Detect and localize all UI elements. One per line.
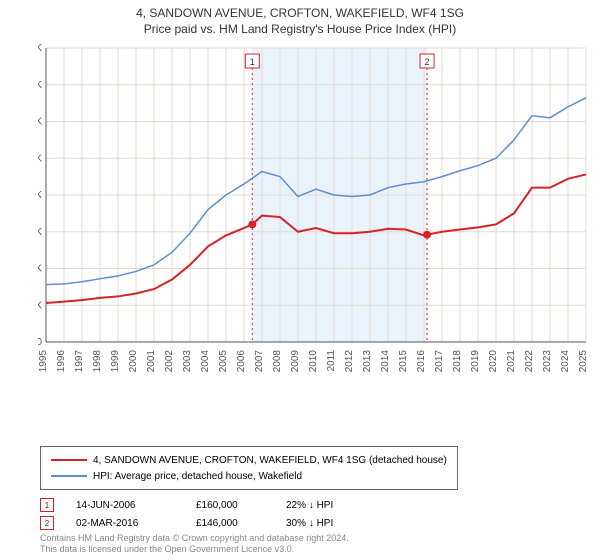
x-tick-label: 1999: [110, 350, 121, 373]
x-tick-label: 2004: [200, 350, 211, 373]
x-tick-label: 2016: [416, 350, 427, 373]
legend-swatch: [51, 459, 87, 461]
sale-diff: 30% ↓ HPI: [286, 518, 376, 529]
sale-price: £160,000: [196, 500, 286, 511]
x-tick-label: 2006: [236, 350, 247, 373]
x-tick-label: 2018: [452, 350, 463, 373]
x-tick-label: 2002: [164, 350, 175, 373]
sale-diff: 22% ↓ HPI: [286, 500, 376, 511]
sale-row: 1 14-JUN-2006£160,00022% ↓ HPI: [40, 496, 376, 514]
chart-area: £0 £50K £100K £150K £200K £250K £300K £350K £400…: [38, 42, 598, 402]
x-tick-label: 2001: [146, 350, 157, 373]
x-tick-label: 2007: [254, 350, 265, 373]
sale-date: 02-MAR-2016: [76, 518, 196, 529]
y-tick-label: £300K: [38, 117, 42, 128]
chart-title: 4, SANDOWN AVENUE, CROFTON, WAKEFIELD, W…: [0, 6, 600, 20]
x-tick-label: 2023: [542, 350, 553, 373]
x-tick-label: 2025: [578, 350, 589, 373]
x-tick-label: 1997: [74, 350, 85, 373]
x-tick-label: 2021: [506, 350, 517, 373]
legend-box: 4, SANDOWN AVENUE, CROFTON, WAKEFIELD, W…: [40, 446, 458, 490]
sale-marker-box: 1: [40, 498, 54, 512]
y-tick-label: £50K: [38, 300, 42, 311]
y-tick-label: £250K: [38, 153, 42, 164]
y-tick-label: £150K: [38, 227, 42, 238]
sale-marker-box: 2: [40, 516, 54, 530]
footer-line-1: Contains HM Land Registry data © Crown c…: [40, 533, 349, 545]
y-tick-label: £350K: [38, 80, 42, 91]
chart-container: 4, SANDOWN AVENUE, CROFTON, WAKEFIELD, W…: [0, 0, 600, 560]
sale-point: [423, 231, 431, 239]
x-tick-label: 2011: [326, 350, 337, 372]
x-tick-label: 2012: [344, 350, 355, 373]
x-tick-label: 2000: [128, 350, 139, 373]
x-tick-label: 1996: [56, 350, 67, 373]
x-tick-label: 2019: [470, 350, 481, 373]
x-tick-label: 2008: [272, 350, 283, 373]
sale-price: £146,000: [196, 518, 286, 529]
y-tick-label: £100K: [38, 264, 42, 275]
sale-label-num: 1: [250, 57, 255, 67]
sales-table: 1 14-JUN-2006£160,00022% ↓ HPI 2 02-MAR-201…: [40, 496, 376, 532]
x-tick-label: 2014: [380, 350, 391, 373]
x-tick-label: 2020: [488, 350, 499, 373]
x-tick-label: 2015: [398, 350, 409, 373]
x-tick-label: 2024: [560, 350, 571, 373]
footer-line-2: This data is licensed under the Open Gov…: [40, 544, 349, 556]
legend-label: HPI: Average price, detached house, Wake…: [93, 471, 302, 482]
chart-svg: £0 £50K £100K £150K £200K £250K £300K £350K £400…: [38, 42, 598, 402]
sale-date: 14-JUN-2006: [76, 500, 196, 511]
x-tick-label: 2010: [308, 350, 319, 373]
y-tick-label: £200K: [38, 190, 42, 201]
sale-row: 2 02-MAR-2016£146,00030% ↓ HPI: [40, 514, 376, 532]
footer-text: Contains HM Land Registry data © Crown c…: [40, 533, 349, 556]
x-tick-label: 2005: [218, 350, 229, 373]
legend-row: HPI: Average price, detached house, Wake…: [51, 468, 447, 484]
x-tick-label: 2003: [182, 350, 193, 373]
x-tick-label: 2013: [362, 350, 373, 373]
sale-point: [248, 220, 256, 228]
legend-swatch: [51, 475, 87, 477]
x-tick-label: 1995: [38, 350, 49, 373]
x-tick-label: 1998: [92, 350, 103, 373]
legend-label: 4, SANDOWN AVENUE, CROFTON, WAKEFIELD, W…: [93, 455, 447, 466]
x-tick-label: 2009: [290, 350, 301, 373]
legend-row: 4, SANDOWN AVENUE, CROFTON, WAKEFIELD, W…: [51, 452, 447, 468]
y-tick-label: £0: [38, 337, 42, 348]
y-tick-label: £400K: [38, 43, 42, 54]
chart-subtitle: Price paid vs. HM Land Registry's House …: [0, 22, 600, 36]
x-tick-label: 2022: [524, 350, 535, 373]
sale-label-num: 2: [425, 57, 430, 67]
x-tick-label: 2017: [434, 350, 445, 373]
title-block: 4, SANDOWN AVENUE, CROFTON, WAKEFIELD, W…: [0, 0, 600, 38]
